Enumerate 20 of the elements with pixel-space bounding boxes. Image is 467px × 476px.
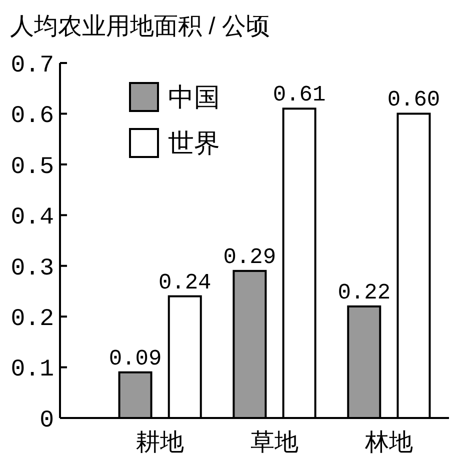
y-tick-label: 0: [40, 407, 54, 434]
x-tick-label: 耕地: [136, 429, 184, 456]
y-axis-title: 人均农业用地面积 / 公顷: [10, 13, 270, 40]
y-tick-label: 0.6: [10, 103, 54, 130]
data-label: 0.09: [108, 346, 162, 372]
data-label: 0.29: [223, 244, 276, 270]
legend-label: 中国: [168, 82, 220, 112]
legend-label: 世界: [168, 128, 220, 158]
y-tick-label: 0.4: [10, 204, 54, 232]
data-label: 0.24: [158, 270, 212, 296]
y-tick-label: 0.3: [10, 255, 54, 282]
data-label: 0.61: [272, 82, 326, 108]
y-tick-label: 0.7: [10, 52, 54, 80]
y-tick-label: 0.2: [10, 306, 54, 333]
y-tick-label: 0.1: [10, 356, 54, 384]
data-label: 0.22: [338, 280, 391, 306]
x-tick-label: 林地: [364, 429, 413, 456]
data-label: 0.60: [387, 88, 440, 113]
x-tick-label: 草地: [250, 429, 298, 456]
y-tick-label: 0.5: [10, 154, 54, 181]
